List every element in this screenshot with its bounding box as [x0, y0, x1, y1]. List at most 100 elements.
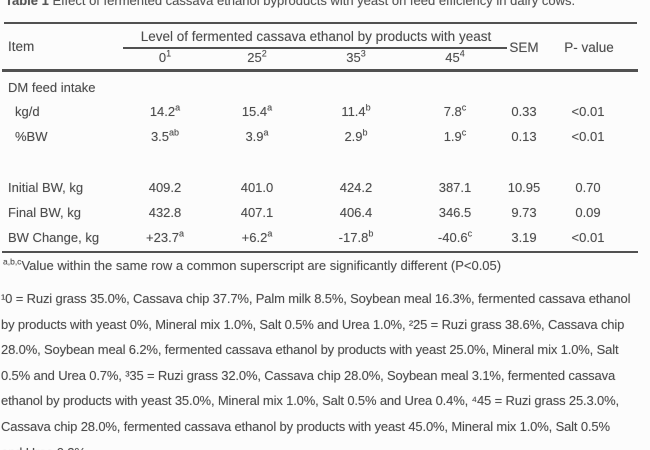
table-cell: 15.4a [215, 102, 299, 119]
cell-value: 3.9 [245, 129, 264, 144]
cell-value: +23.7 [146, 230, 179, 245]
table-cell-p-value: 0.70 [546, 180, 630, 195]
footnote-significance-text: Value within the same row a common super… [21, 258, 502, 273]
table-cell: 409.2 [123, 180, 207, 195]
footnote-line: and Urea 0.2% [1, 440, 650, 450]
table-cell-p-value: <0.01 [546, 129, 630, 144]
table-cell: 14.2a [123, 103, 207, 119]
level-superscript: 3 [360, 48, 366, 59]
table-row-bw-change: BW Change, kg +23.7a +6.2a -17.8b -40.6c… [0, 228, 650, 247]
cell-value: 407.1 [240, 205, 274, 220]
table-cell-sem: 0.13 [482, 129, 566, 144]
table-caption-number: Table 1 [5, 0, 49, 8]
cell-superscript: b [362, 127, 368, 138]
cell-superscript: a [267, 102, 273, 113]
column-header-item: Item [8, 39, 35, 54]
table-cell-p-value: 0.09 [546, 205, 630, 220]
table-cell: 387.1 [413, 180, 497, 195]
table-cell: 11.4b [314, 102, 398, 119]
cell-value: <0.01 [571, 129, 605, 144]
cell-value: 346.5 [438, 205, 472, 220]
cell-value: 0.09 [575, 205, 601, 220]
column-header-level-35: 353 [321, 48, 391, 65]
cell-value: 7.8 [443, 104, 462, 119]
cell-value: <0.01 [571, 230, 605, 245]
table-cell: 1.9c [413, 127, 497, 144]
table-caption-text: Effect of fermented cassava ethanol bypr… [48, 0, 576, 8]
level-value: 25 [247, 50, 262, 65]
table-row-percent-bw: %BW 3.5ab 3.9a 2.9b 1.9c 0.13 <0.01 [0, 127, 650, 146]
cell-superscript: c [467, 228, 473, 239]
table-cell-sem: 10.95 [482, 180, 566, 195]
table-cell: 406.4 [314, 205, 398, 220]
table-row-dm-feed-intake: DM feed intake [0, 80, 650, 97]
header-bottom-rule [2, 69, 638, 72]
footnote-significance-superscript: a,b,c [3, 256, 22, 267]
cell-superscript: b [365, 102, 371, 113]
row-label: BW Change, kg [8, 230, 100, 245]
table-top-rule [4, 22, 637, 24]
cell-superscript: b [368, 228, 374, 239]
cell-value: 406.4 [339, 205, 373, 220]
footnote-line: ¹0 = Ruzi grass 35.0%, Cassava chip 37.7… [1, 291, 631, 306]
table-caption: Table 1 Effect of fermented cassava etha… [5, 0, 650, 8]
cell-value: 0.13 [511, 129, 537, 144]
table-row-final-bw: Final BW, kg 432.8 407.1 406.4 346.5 9.7… [0, 205, 650, 222]
row-label: DM feed intake [8, 80, 96, 95]
row-label: kg/d [15, 104, 40, 119]
cell-value: 432.8 [148, 205, 182, 220]
cell-superscript: c [461, 127, 467, 138]
column-header-level-0: 01 [130, 49, 200, 65]
cell-value: <0.01 [571, 104, 605, 119]
footnote-significance: a,b,cValue within the same row a common … [3, 256, 502, 273]
table-row-initial-bw: Initial BW, kg 409.2 401.0 424.2 387.1 1… [0, 180, 650, 197]
cell-value: 2.9 [344, 129, 363, 144]
cell-value: 10.95 [507, 180, 541, 195]
level-value: 35 [346, 50, 361, 65]
footnote-line: ethanol by products with yeast 35.0%, Mi… [1, 393, 619, 409]
cell-value: +6.2 [241, 230, 268, 245]
footnote-line: 28.0%, Soybean meal 6.2%, fermented cass… [1, 342, 619, 358]
row-label: Initial BW, kg [8, 180, 84, 195]
cell-value: 1.9 [443, 129, 462, 144]
table-cell: 401.0 [215, 180, 299, 195]
cell-value: 9.73 [511, 205, 537, 220]
table-row-kgd: kg/d 14.2a 15.4a 11.4b 7.8c 0.33 <0.01 [0, 102, 650, 121]
cell-value: 14.2 [149, 104, 176, 119]
cell-value: -17.8 [338, 230, 369, 245]
footnote-line: Cassava chip 28.0%, fermented cassava et… [1, 418, 610, 434]
table-cell: 3.9a [215, 127, 299, 144]
column-header-p-value: P- value [564, 40, 614, 55]
cell-superscript: a [178, 228, 184, 239]
table-cell-p-value: <0.01 [546, 104, 630, 119]
footnote-diet-composition: ¹0 = Ruzi grass 35.0%, Cassava chip 37.7… [1, 286, 650, 450]
table-cell: 424.2 [314, 180, 398, 195]
table-cell: 432.8 [123, 205, 207, 220]
cell-value: 11.4 [341, 104, 366, 119]
table-cell: 3.5ab [123, 127, 207, 144]
table-cell-p-value: <0.01 [546, 230, 630, 245]
level-value: 45 [445, 50, 460, 65]
table-bottom-rule [2, 251, 638, 253]
level-value: 0 [158, 50, 167, 65]
level-superscript: 2 [261, 48, 267, 59]
row-label: %BW [15, 129, 48, 144]
table-cell-sem: 0.33 [482, 104, 566, 119]
cell-value: -40.6 [437, 230, 468, 245]
table-cell-sem: 3.19 [482, 230, 566, 245]
column-header-level-25: 252 [222, 48, 292, 65]
table-cell: 7.8c [413, 103, 497, 119]
table-cell: 2.9b [314, 127, 398, 144]
table-cell: +6.2a [215, 228, 299, 245]
cell-value: 387.1 [438, 180, 472, 195]
cell-value: 401.0 [240, 180, 274, 195]
footnote-line: 0.5% and Urea 0.7%, ³35 = Ruzi grass 32.… [1, 367, 616, 383]
cell-value: 0.33 [511, 104, 537, 119]
cell-superscript: ab [169, 127, 180, 138]
cell-value: 3.5 [150, 129, 170, 144]
cell-superscript: a [263, 127, 269, 138]
cell-superscript: a [267, 228, 273, 239]
cell-value: 3.19 [511, 230, 537, 245]
table-cell: 346.5 [413, 205, 497, 220]
